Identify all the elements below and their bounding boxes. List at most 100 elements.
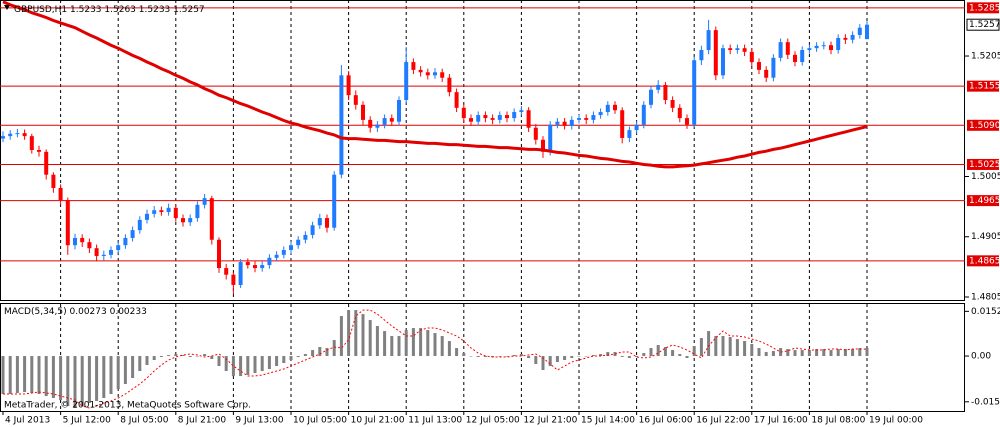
macd-bar	[555, 356, 559, 363]
candle-body	[735, 48, 740, 50]
candle-body	[317, 218, 322, 226]
chart-title: GBPUSD,H1 1.5233 1.5263 1.5233 1.5257	[14, 5, 205, 15]
macd-bar	[591, 355, 595, 357]
y-tick-label: 1.4805	[971, 292, 1000, 302]
macd-bar	[383, 331, 387, 357]
macd-bar	[764, 352, 768, 357]
macd-bar	[786, 349, 790, 357]
macd-bar	[195, 356, 199, 357]
macd-y-tick-label: 0.00	[971, 352, 991, 362]
macd-bar	[843, 349, 847, 357]
candle-body	[389, 118, 394, 122]
candle-body	[109, 250, 113, 255]
macd-bar	[152, 356, 156, 361]
y-tick-label: 1.5205	[971, 52, 1000, 62]
candle-body	[209, 198, 214, 240]
macd-bar	[512, 355, 516, 357]
macd-bar	[275, 356, 279, 367]
macd-bar	[289, 356, 293, 361]
macd-bar	[563, 356, 567, 361]
candle-body	[865, 24, 869, 40]
candle-body	[116, 245, 121, 250]
macd-bar	[570, 356, 574, 359]
candle-body	[807, 48, 812, 50]
x-tick-label: 16 Jul 06:00	[639, 416, 693, 426]
macd-name: MACD(5,34,5)	[4, 307, 67, 317]
candle-body	[562, 121, 567, 126]
candle-body	[22, 133, 27, 137]
macd-bar	[865, 348, 869, 357]
macd-bar	[627, 356, 631, 359]
candle-body	[771, 57, 776, 78]
level-label: 1.5025	[969, 160, 1000, 170]
candle-body	[548, 124, 553, 152]
x-tick-label: 16 Jul 22:00	[696, 416, 750, 426]
candle-body	[857, 27, 862, 35]
macd-bar	[635, 356, 639, 358]
candle-body	[850, 34, 855, 40]
candle-body	[598, 112, 603, 116]
macd-bar	[303, 354, 307, 357]
candle-body	[505, 115, 509, 119]
macd-bar	[354, 310, 358, 357]
x-tick-label: 9 Jul 13:00	[235, 416, 284, 426]
symbol: GBPUSD,H1	[14, 5, 67, 15]
candle-body	[800, 50, 805, 63]
y-tick-label: 1.4905	[971, 232, 1000, 242]
candle-body	[368, 119, 373, 128]
candle-body	[836, 37, 841, 50]
candle-body	[332, 174, 337, 228]
candle-body	[238, 262, 243, 285]
candle-body	[245, 262, 250, 266]
macd-bar	[203, 354, 207, 357]
x-tick-label: 12 Jul 21:00	[523, 416, 577, 426]
macd-bar	[541, 356, 545, 371]
ohlc-close: 1.5257	[173, 5, 205, 15]
macd-bar	[433, 333, 437, 357]
macd-bar	[30, 356, 34, 394]
macd-bar	[339, 316, 343, 357]
candle-body	[814, 45, 819, 49]
ohlc-open: 1.5233	[70, 5, 102, 15]
candle-body	[397, 100, 401, 122]
macd-bar	[678, 354, 682, 357]
macd-y-tick-label: 0.0152	[971, 307, 1000, 317]
macd-bar	[671, 350, 675, 357]
macd-bar	[116, 356, 120, 390]
macd-bar	[51, 356, 55, 399]
candle-body	[173, 207, 178, 219]
macd-bar	[699, 338, 703, 357]
candle-body	[728, 48, 733, 50]
macd-bar	[642, 353, 646, 357]
candle-body	[325, 218, 329, 228]
candle-body	[58, 187, 63, 200]
y-tick-label: 1.5005	[971, 172, 1000, 182]
candle-body	[274, 254, 279, 258]
macd-bar	[138, 356, 142, 372]
level-label: 1.4965	[969, 196, 1000, 206]
candle-body	[469, 118, 473, 122]
x-tick-label: 10 Jul 21:00	[351, 416, 405, 426]
macd-bar	[188, 356, 192, 358]
macd-bar	[829, 350, 833, 357]
candle-body	[591, 115, 596, 120]
macd-bar	[167, 355, 171, 357]
candle-body	[253, 265, 257, 269]
macd-bar	[404, 330, 408, 357]
candle-body	[404, 62, 409, 100]
candle-body	[44, 151, 49, 175]
macd-bar	[735, 339, 739, 357]
x-tick-label: 8 Jul 05:00	[120, 416, 169, 426]
macd-bar	[858, 348, 862, 357]
candle-body	[346, 75, 351, 96]
level-label-box	[967, 158, 999, 170]
candle-body	[202, 198, 207, 205]
macd-bar	[102, 356, 106, 399]
macd-bar	[239, 356, 243, 377]
candle-body	[382, 118, 387, 125]
level-label: 1.4865	[969, 256, 1000, 266]
macd-bar	[131, 356, 135, 379]
candle-body	[8, 133, 13, 137]
macd-bar	[87, 356, 91, 404]
macd-bar	[217, 356, 221, 367]
